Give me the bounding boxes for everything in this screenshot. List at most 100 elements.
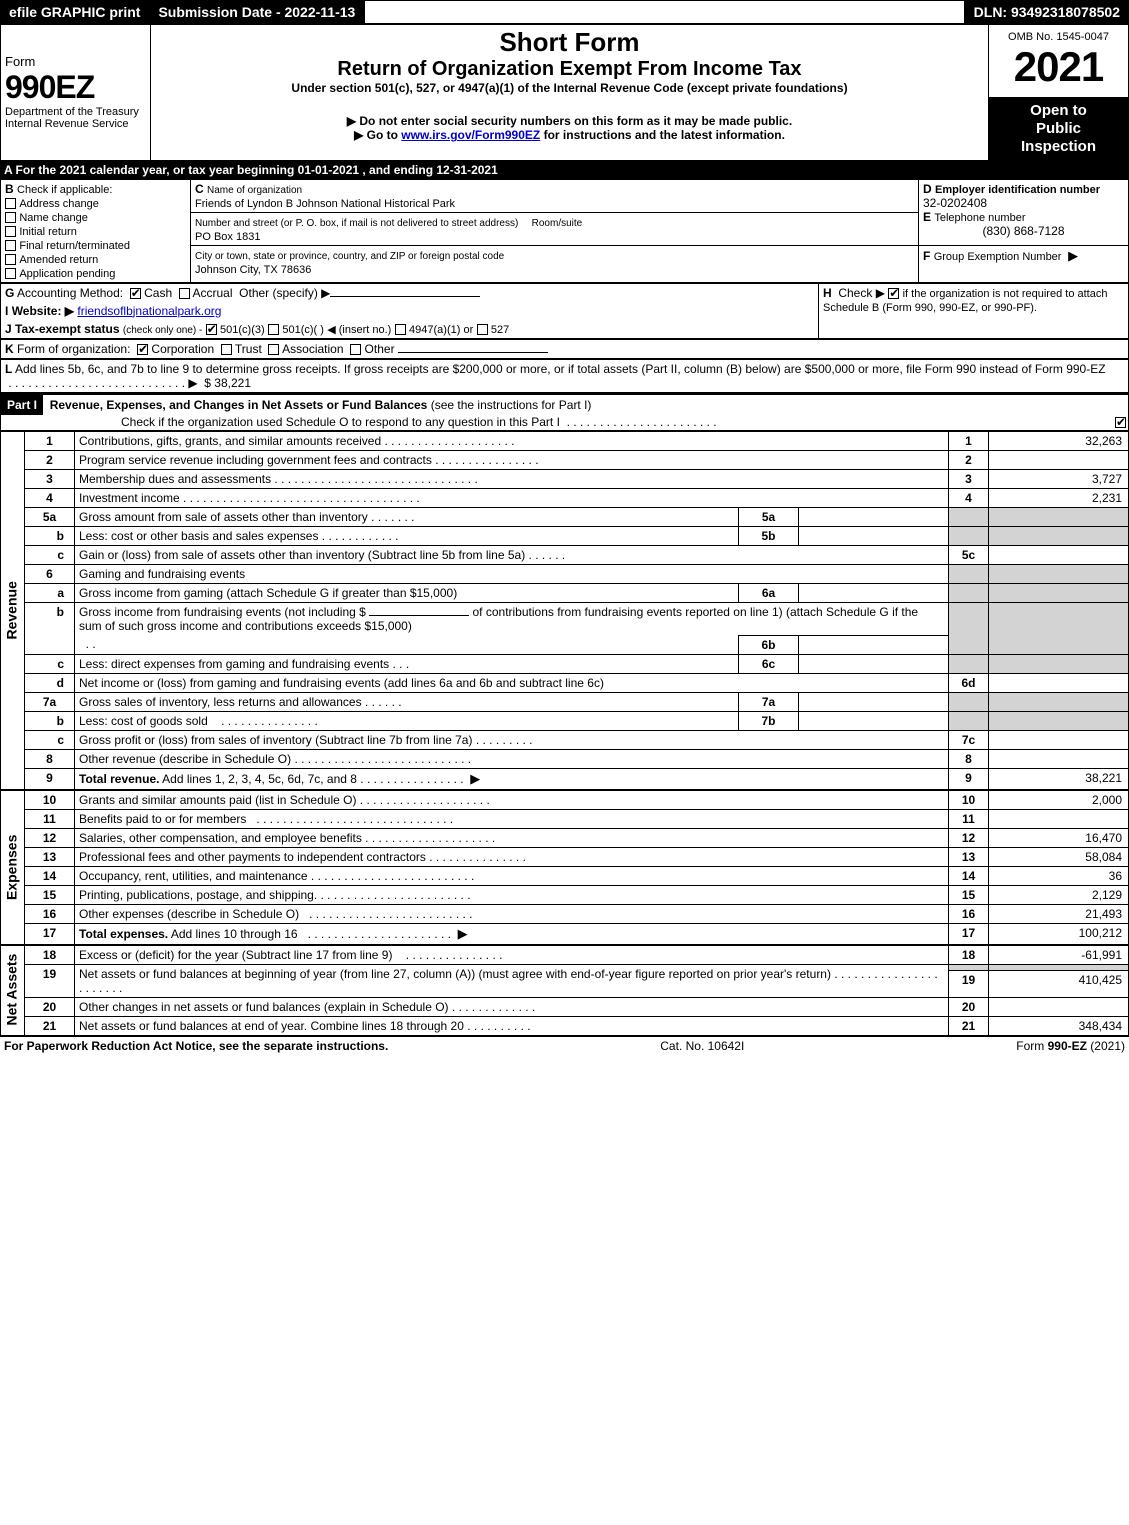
line-desc-bold: Total expenses. bbox=[79, 927, 168, 941]
omb-label: OMB No. 1545-0047 bbox=[993, 31, 1124, 43]
top-bar: efile GRAPHIC print Submission Date - 20… bbox=[0, 0, 1129, 24]
amount: 32,263 bbox=[989, 431, 1129, 450]
amount: -61,991 bbox=[989, 945, 1129, 965]
ref-shade bbox=[949, 964, 989, 971]
sub-amount bbox=[799, 526, 949, 545]
527-label: 527 bbox=[491, 324, 509, 336]
ref-num: 16 bbox=[949, 904, 989, 923]
assoc-checkbox[interactable] bbox=[268, 344, 279, 355]
h-checkbox[interactable] bbox=[888, 288, 899, 299]
initial-return-label: Initial return bbox=[19, 226, 76, 238]
sec-k-label: K bbox=[5, 342, 14, 356]
app-pending-checkbox[interactable] bbox=[5, 268, 16, 279]
org-name: Friends of Lyndon B Johnson National His… bbox=[195, 198, 455, 210]
ref-num: 1 bbox=[949, 431, 989, 450]
line-num: 5a bbox=[25, 507, 75, 526]
ref-num: 4 bbox=[949, 488, 989, 507]
501c-checkbox[interactable] bbox=[268, 324, 279, 335]
final-return-checkbox[interactable] bbox=[5, 240, 16, 251]
efile-print-button[interactable]: efile GRAPHIC print bbox=[0, 0, 149, 24]
website-link[interactable]: friendsoflbjnationalpark.org bbox=[77, 304, 221, 318]
527-checkbox[interactable] bbox=[477, 324, 488, 335]
ref-shade bbox=[949, 602, 989, 654]
amount-shade bbox=[989, 526, 1129, 545]
amount-shade bbox=[989, 602, 1129, 654]
amount: 2,129 bbox=[989, 885, 1129, 904]
amount-shade bbox=[989, 692, 1129, 711]
footer-right-pre: Form bbox=[1016, 1039, 1047, 1053]
line-desc: Other changes in net assets or fund bala… bbox=[79, 1000, 449, 1014]
address-change-checkbox[interactable] bbox=[5, 198, 16, 209]
line-desc: Professional fees and other payments to … bbox=[79, 850, 426, 864]
4947-checkbox[interactable] bbox=[395, 324, 406, 335]
check-if-applicable: Check if applicable: bbox=[17, 184, 112, 196]
section-k: K Form of organization: Corporation Trus… bbox=[0, 339, 1129, 359]
line-desc: Add lines 1, 2, 3, 4, 5c, 6d, 7c, and 8 bbox=[162, 772, 357, 786]
amount: 3,727 bbox=[989, 469, 1129, 488]
amount-shade bbox=[989, 654, 1129, 673]
line-num: 19 bbox=[25, 964, 75, 997]
ref-num: 2 bbox=[949, 450, 989, 469]
part1-label: Part I bbox=[1, 395, 43, 415]
contrib-blank bbox=[369, 615, 469, 616]
part1-check-o-checkbox[interactable] bbox=[1115, 417, 1126, 428]
cash-checkbox[interactable] bbox=[130, 288, 141, 299]
accrual-checkbox[interactable] bbox=[179, 288, 190, 299]
line-num: 8 bbox=[25, 749, 75, 768]
other-specify-line bbox=[330, 296, 480, 297]
trust-checkbox[interactable] bbox=[221, 344, 232, 355]
amount bbox=[989, 450, 1129, 469]
line-num: 14 bbox=[25, 866, 75, 885]
line-desc: Printing, publications, postage, and shi… bbox=[79, 888, 317, 902]
sec-e-label: E bbox=[923, 210, 931, 224]
assoc-label: Association bbox=[282, 342, 343, 356]
form-label: Form bbox=[5, 54, 146, 69]
amended-return-checkbox[interactable] bbox=[5, 254, 16, 265]
ref-num: 18 bbox=[949, 945, 989, 965]
ref-num: 5c bbox=[949, 545, 989, 564]
open-to: Open to bbox=[993, 102, 1124, 120]
sections-g-h: G Accounting Method: Cash Accrual Other … bbox=[0, 283, 1129, 339]
amount: 38,221 bbox=[989, 768, 1129, 790]
dept-irs: Internal Revenue Service bbox=[5, 118, 146, 130]
website-label: Website: ▶ bbox=[12, 304, 74, 318]
amount bbox=[989, 997, 1129, 1016]
sub-label: 7a bbox=[739, 692, 799, 711]
line-num: 21 bbox=[25, 1016, 75, 1035]
footer-left: For Paperwork Reduction Act Notice, see … bbox=[4, 1039, 388, 1053]
line-num: d bbox=[25, 673, 75, 692]
addr-value: PO Box 1831 bbox=[195, 231, 260, 243]
tel-value: (830) 868-7128 bbox=[923, 224, 1124, 238]
line-num: b bbox=[25, 526, 75, 545]
warning-ssn: ▶ Do not enter social security numbers o… bbox=[155, 114, 984, 128]
footer-right: Form 990-EZ (2021) bbox=[1016, 1039, 1125, 1053]
sub-label: 6c bbox=[739, 654, 799, 673]
dept-treasury: Department of the Treasury bbox=[5, 106, 146, 118]
amount-shade bbox=[989, 711, 1129, 730]
ref-shade bbox=[949, 692, 989, 711]
top-spacer bbox=[364, 0, 964, 24]
line-desc-1: Gross income from fundraising events (no… bbox=[79, 605, 366, 619]
line-desc: Gain or (loss) from sale of assets other… bbox=[79, 548, 525, 562]
sec-h-label: H bbox=[823, 286, 832, 300]
grp-arrow: ▶ bbox=[1068, 248, 1078, 263]
ref-num: 11 bbox=[949, 809, 989, 828]
corp-checkbox[interactable] bbox=[137, 344, 148, 355]
amount: 16,470 bbox=[989, 828, 1129, 847]
form-header-table: Form 990EZ Department of the Treasury In… bbox=[0, 24, 1129, 161]
expenses-section-label: Expenses bbox=[1, 790, 25, 945]
line-desc: Other revenue (describe in Schedule O) bbox=[79, 752, 291, 766]
501c3-checkbox[interactable] bbox=[206, 324, 217, 335]
amount bbox=[989, 730, 1129, 749]
line-desc: Add lines 10 through 16 bbox=[171, 927, 298, 941]
city-value: Johnson City, TX 78636 bbox=[195, 264, 311, 276]
ref-num: 3 bbox=[949, 469, 989, 488]
netassets-section-label: Net Assets bbox=[1, 945, 25, 1036]
initial-return-checkbox[interactable] bbox=[5, 226, 16, 237]
irs-link[interactable]: www.irs.gov/Form990EZ bbox=[401, 128, 540, 142]
other-checkbox[interactable] bbox=[350, 344, 361, 355]
ref-num: 7c bbox=[949, 730, 989, 749]
inspection: Inspection bbox=[993, 138, 1124, 156]
title-short-form: Short Form bbox=[155, 27, 984, 58]
name-change-checkbox[interactable] bbox=[5, 212, 16, 223]
